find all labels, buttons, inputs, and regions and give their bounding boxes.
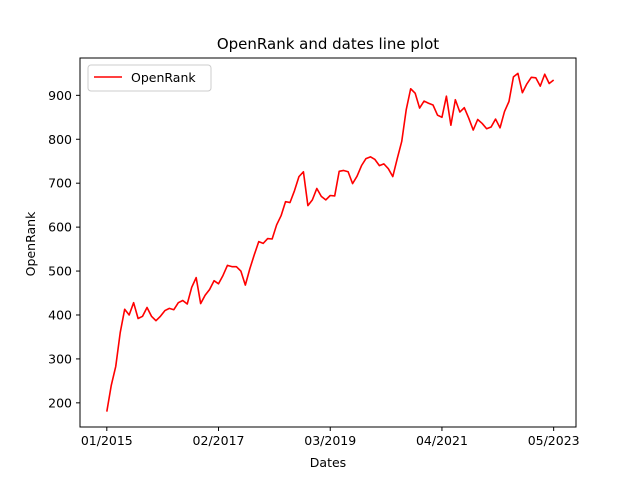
y-axis-label: OpenRank xyxy=(23,211,38,276)
x-axis-label: Dates xyxy=(310,455,346,470)
series-layer xyxy=(106,72,555,412)
series-line-openrank xyxy=(106,72,555,412)
x-tick-label: 05/2023 xyxy=(528,433,580,448)
chart-title: OpenRank and dates line plot xyxy=(217,35,439,53)
y-tick-label: 300 xyxy=(48,351,72,366)
plot-frame xyxy=(79,57,577,428)
y-tick-label: 800 xyxy=(48,132,72,147)
legend: OpenRank xyxy=(87,64,212,92)
y-tick-label: 400 xyxy=(48,307,72,322)
x-axis: 01/2015 02/2017 03/2019 04/2021 05/2023 xyxy=(81,427,580,448)
legend-box xyxy=(87,64,212,92)
x-tick-label: 01/2015 xyxy=(81,433,133,448)
y-axis: 200 300 400 500 600 700 800 900 xyxy=(48,88,80,410)
y-tick-label: 500 xyxy=(48,264,72,279)
x-tick-label: 04/2021 xyxy=(416,433,468,448)
y-tick-label: 700 xyxy=(48,176,72,191)
legend-label-openrank: OpenRank xyxy=(131,70,196,85)
y-tick-label: 600 xyxy=(48,220,72,235)
y-tick-label: 900 xyxy=(48,88,72,103)
x-tick-label: 03/2019 xyxy=(304,433,356,448)
y-tick-label: 200 xyxy=(48,395,72,410)
x-tick-label: 02/2017 xyxy=(193,433,245,448)
